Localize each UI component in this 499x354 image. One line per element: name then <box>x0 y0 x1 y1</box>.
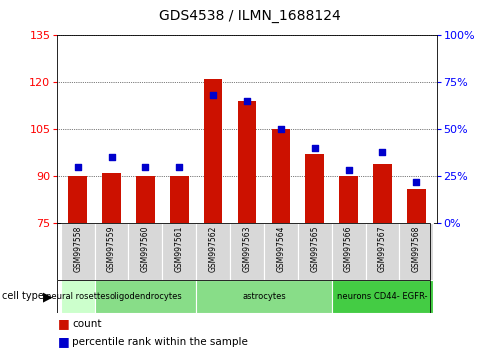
Point <box>311 145 319 151</box>
Text: GSM997559: GSM997559 <box>107 225 116 272</box>
Bar <box>365 223 399 280</box>
Point <box>243 98 251 104</box>
Bar <box>271 129 290 223</box>
Bar <box>264 223 298 280</box>
Text: count: count <box>72 319 102 329</box>
Text: GSM997564: GSM997564 <box>276 225 285 272</box>
Text: neurons CD44- EGFR-: neurons CD44- EGFR- <box>337 292 428 301</box>
Text: GSM997560: GSM997560 <box>141 225 150 272</box>
Text: GSM997566: GSM997566 <box>344 225 353 272</box>
Point <box>74 164 82 170</box>
Bar <box>399 223 433 280</box>
Point <box>175 164 183 170</box>
Bar <box>68 176 87 223</box>
Text: neural rosettes: neural rosettes <box>46 292 110 301</box>
Bar <box>196 223 230 280</box>
Point <box>108 154 116 160</box>
Text: GSM997565: GSM997565 <box>310 225 319 272</box>
Bar <box>129 223 162 280</box>
Bar <box>95 280 196 313</box>
Bar <box>407 189 426 223</box>
Bar <box>332 280 433 313</box>
Bar <box>298 223 332 280</box>
Text: ▶: ▶ <box>43 290 52 303</box>
Text: astrocytes: astrocytes <box>242 292 286 301</box>
Text: percentile rank within the sample: percentile rank within the sample <box>72 337 248 347</box>
Bar <box>305 154 324 223</box>
Bar <box>230 223 264 280</box>
Point <box>378 149 386 155</box>
Bar <box>61 280 95 313</box>
Point <box>277 126 285 132</box>
Text: GSM997567: GSM997567 <box>378 225 387 272</box>
Bar <box>339 176 358 223</box>
Text: oligodendrocytes: oligodendrocytes <box>109 292 182 301</box>
Text: GDS4538 / ILMN_1688124: GDS4538 / ILMN_1688124 <box>159 9 340 23</box>
Bar <box>332 223 365 280</box>
Text: GSM997563: GSM997563 <box>243 225 251 272</box>
Bar <box>204 79 223 223</box>
Text: GSM997562: GSM997562 <box>209 225 218 272</box>
Text: GSM997558: GSM997558 <box>73 225 82 272</box>
Text: GSM997561: GSM997561 <box>175 225 184 272</box>
Bar <box>170 176 189 223</box>
Text: cell type: cell type <box>2 291 44 302</box>
Bar <box>61 223 95 280</box>
Bar <box>196 280 332 313</box>
Point <box>345 168 353 173</box>
Bar <box>95 223 129 280</box>
Bar <box>136 176 155 223</box>
Text: ■: ■ <box>57 318 69 330</box>
Bar <box>162 223 196 280</box>
Point <box>412 179 420 184</box>
Bar <box>373 164 392 223</box>
Point <box>209 93 217 98</box>
Text: ■: ■ <box>57 335 69 348</box>
Bar <box>102 173 121 223</box>
Bar <box>238 101 256 223</box>
Text: GSM997568: GSM997568 <box>412 225 421 272</box>
Point <box>141 164 149 170</box>
